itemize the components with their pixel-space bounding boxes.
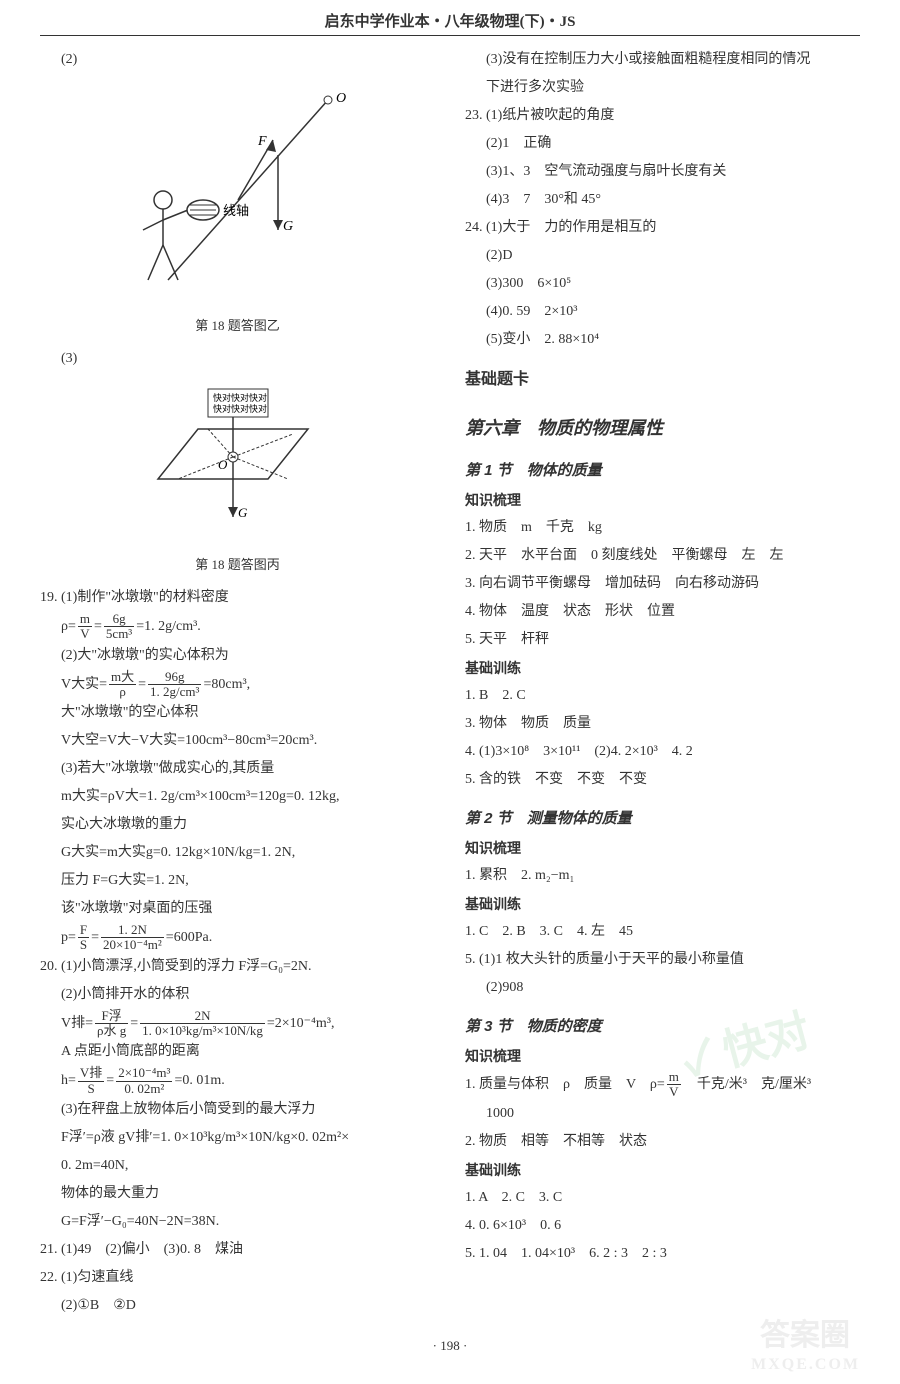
figure-18-bing: 快对快对快对 快对快对快对 O G 第 18 题答图丙 [40, 379, 435, 578]
text: 5. 1. 04 1. 04×10³ 6. 2 : 3 2 : 3 [465, 1240, 860, 1268]
text: 1. 物质 m 千克 kg [465, 514, 860, 542]
text: A 点距小筒底部的距离 [40, 1038, 435, 1066]
text: 5. 天平 杆秤 [465, 626, 860, 654]
text: 3. 物体 物质 质量 [465, 710, 860, 738]
text: (2)908 [465, 974, 860, 1002]
text: (3)若大"冰墩墩"做成实心的,其质量 [40, 755, 435, 783]
text: (2)小筒排开水的体积 [40, 981, 435, 1009]
formula: G=F浮′−G₀=40N−2N=38N. [40, 1208, 435, 1236]
text: 4. (1)3×10⁸ 3×10¹¹ (2)4. 2×10³ 4. 2 [465, 738, 860, 766]
text: 大"冰墩墩"的空心体积 [40, 699, 435, 727]
figure-caption: 第 18 题答图丙 [40, 552, 435, 578]
flag-text: 快对快对快对 [213, 392, 267, 403]
text: 2. 物质 相等 不相等 状态 [465, 1128, 860, 1156]
heading: 基础训练 [465, 890, 860, 918]
text: (2)1 正确 [465, 130, 860, 158]
text: 1. C 2. B 3. C 4. 左 45 [465, 918, 860, 946]
text: 1. A 2. C 3. C [465, 1184, 860, 1212]
text: 5. 含的铁 不变 不变 不变 [465, 766, 860, 794]
formula: V大空=V大−V大实=100cm³−80cm³=20cm³. [40, 727, 435, 755]
text: 20. (1)小筒漂浮,小筒受到的浮力 F浮=G₀=2N. [40, 953, 435, 981]
text: 4. 物体 温度 状态 形状 位置 [465, 598, 860, 626]
text: 该"冰墩墩"对桌面的压强 [40, 895, 435, 923]
text: 22. (1)匀速直线 [40, 1264, 435, 1292]
section-s2: 第 2 节 测量物体的质量 [465, 804, 860, 834]
text: (2)大"冰墩墩"的实心体积为 [40, 642, 435, 670]
text: 1. 累积 2. m₂−m₁ [465, 862, 860, 890]
text: (4)3 7 30°和 45° [465, 186, 860, 214]
formula: V排=F浮ρ水 g=2N1. 0×10³kg/m³×10N/kg=2×10⁻⁴m… [40, 1009, 435, 1039]
text: 24. (1)大于 力的作用是相互的 [465, 214, 860, 242]
heading: 知识梳理 [465, 1042, 860, 1070]
text: 1. B 2. C [465, 682, 860, 710]
label-G: G [283, 219, 293, 234]
text: (5)变小 2. 88×10⁴ [465, 326, 860, 354]
text: 下进行多次实验 [465, 74, 860, 102]
text: 3. 向右调节平衡螺母 增加砝码 向右移动游码 [465, 570, 860, 598]
heading: 基础训练 [465, 1156, 860, 1184]
heading: 基础训练 [465, 654, 860, 682]
text: 实心大冰墩墩的重力 [40, 811, 435, 839]
label-spool: 线轴 [223, 203, 249, 218]
formula: p=FS=1. 2N20×10⁻⁴m²=600Pa. [40, 923, 435, 953]
text: (4)0. 59 2×10³ [465, 298, 860, 326]
right-column: (3)没有在控制压力大小或接触面粗糙程度相同的情况 下进行多次实验 23. (1… [465, 46, 860, 1320]
text: 19. (1)制作"冰墩墩"的材料密度 [40, 584, 435, 612]
text: (3)在秤盘上放物体后小筒受到的最大浮力 [40, 1096, 435, 1124]
text: 物体的最大重力 [40, 1180, 435, 1208]
text: 21. (1)49 (2)偏小 (3)0. 8 煤油 [40, 1236, 435, 1264]
watermark-url: MXQE.COM [751, 1356, 860, 1374]
formula: F浮′=ρ液 gV排′=1. 0×10³kg/m³×10N/kg×0. 02m²… [40, 1124, 435, 1152]
text: (2) [40, 46, 435, 74]
label-O: O [336, 91, 346, 106]
formula: 1. 质量与体积 ρ 质量 V ρ=mV 千克/米³ 克/厘米³ [465, 1070, 860, 1100]
text: (2)D [465, 242, 860, 270]
formula: h=V排S=2×10⁻⁴m³0. 02m²=0. 01m. [40, 1066, 435, 1096]
text: (3)300 6×10⁵ [465, 270, 860, 298]
flag-text: 快对快对快对 [213, 403, 267, 414]
page-header: 启东中学作业本・八年级物理(下)・JS [40, 10, 860, 36]
figure-18-yi: O F G [40, 80, 435, 339]
text: (3)1、3 空气流动强度与扇叶长度有关 [465, 158, 860, 186]
text: 4. 0. 6×10³ 0. 6 [465, 1212, 860, 1240]
formula: m大实=ρV大=1. 2g/cm³×100cm³=120g=0. 12kg, [40, 783, 435, 811]
page-number: · 198 · [40, 1338, 860, 1354]
text: (3) [40, 345, 435, 373]
text: 5. (1)1 枚大头针的质量小于天平的最小称量值 [465, 946, 860, 974]
left-column: (2) O F G [40, 46, 435, 1320]
text: 2. 天平 水平台面 0 刻度线处 平衡螺母 左 左 [465, 542, 860, 570]
heading: 知识梳理 [465, 834, 860, 862]
label-F: F [257, 134, 267, 149]
section-s1: 第 1 节 物体的质量 [465, 456, 860, 486]
heading: 知识梳理 [465, 486, 860, 514]
formula: V大实=m大ρ=96g1. 2g/cm³=80cm³, [40, 670, 435, 700]
section-title: 基础题卡 [465, 364, 860, 396]
formula: G大实=m大实g=0. 12kg×10N/kg=1. 2N, [40, 839, 435, 867]
formula: 压力 F=G大实=1. 2N, [40, 867, 435, 895]
formula: ρ=mV=6g5cm³=1. 2g/cm³. [40, 612, 435, 642]
figure-caption: 第 18 题答图乙 [40, 313, 435, 339]
label-G: G [238, 505, 248, 520]
text: (2)①B ②D [40, 1292, 435, 1320]
section-s3: 第 3 节 物质的密度 [465, 1012, 860, 1042]
chapter-title: 第六章 物质的物理属性 [465, 410, 860, 446]
formula: 0. 2m=40N, [40, 1152, 435, 1180]
text: 1000 [465, 1100, 860, 1128]
text: (3)没有在控制压力大小或接触面粗糙程度相同的情况 [465, 46, 860, 74]
text: 23. (1)纸片被吹起的角度 [465, 102, 860, 130]
